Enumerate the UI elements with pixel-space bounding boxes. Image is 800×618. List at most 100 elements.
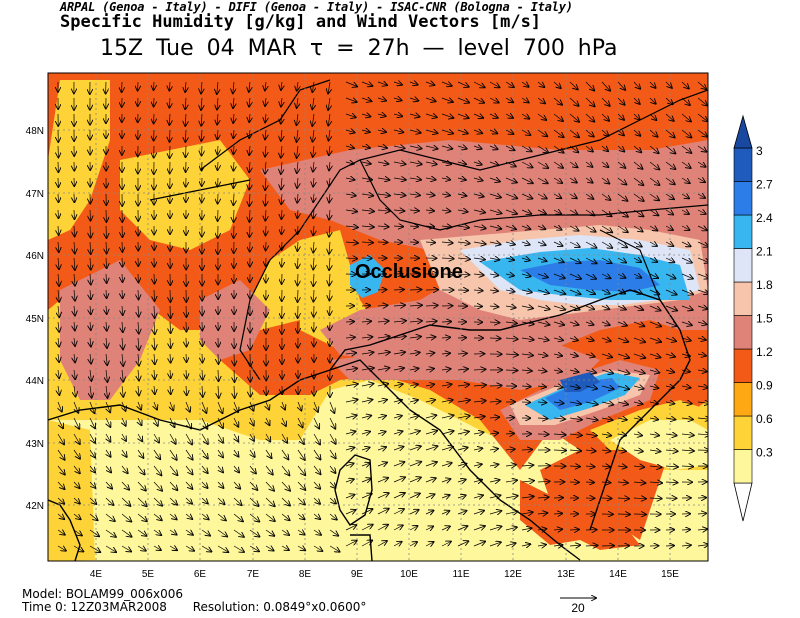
wind-vector (649, 354, 660, 357)
wind-vector (265, 449, 272, 458)
wind-vector (266, 433, 270, 442)
wind-vector (249, 497, 259, 506)
wind-vector (393, 493, 405, 499)
wind-vector (553, 258, 564, 262)
wind-vector (313, 209, 314, 218)
wind-vector (393, 130, 403, 132)
wind-vector (537, 338, 549, 340)
wind-vector (569, 306, 580, 310)
wind-vector (218, 161, 219, 170)
wind-vector (665, 177, 675, 184)
wind-vector (681, 450, 694, 451)
wind-vector (58, 241, 59, 252)
wind-vector (585, 145, 593, 152)
wind-vector (617, 161, 625, 168)
wind-vector (58, 225, 59, 235)
wind-vector (617, 225, 628, 232)
wind-vector (681, 322, 692, 325)
wind-vector (153, 433, 159, 443)
wind-vector (633, 354, 645, 358)
wind-vector (601, 354, 612, 357)
wind-vector (138, 305, 139, 317)
wind-vector (377, 368, 389, 370)
wind-vector (473, 306, 482, 307)
wind-vector (90, 385, 92, 398)
wind-vector (473, 401, 486, 402)
wind-vector (441, 322, 451, 323)
wind-vector (377, 447, 386, 450)
wind-vector (313, 497, 320, 504)
wind-vector (90, 305, 91, 314)
wind-vector (665, 402, 674, 404)
wind-vector (425, 242, 435, 243)
wind-vector (409, 146, 422, 149)
wind-vector (457, 97, 469, 103)
lon-label: 5E (142, 569, 155, 580)
wind-vector (441, 353, 450, 354)
wind-vector (186, 145, 187, 157)
wind-vector (681, 113, 691, 122)
colorbar-segment (733, 248, 753, 283)
wind-vector (601, 113, 609, 121)
wind-vector (649, 290, 659, 294)
wind-vector (281, 546, 289, 550)
wind-vector (57, 530, 65, 535)
wind-vector (553, 338, 563, 340)
wind-vector (633, 338, 645, 342)
wind-vector (697, 338, 706, 340)
wind-vector (617, 482, 628, 483)
lon-label: 11E (452, 569, 469, 580)
wind-vector (345, 98, 357, 102)
wind-vector (633, 434, 642, 436)
wind-vector (154, 321, 155, 334)
wind-vector (217, 513, 226, 520)
colorbar-tick-label: 0.3 (756, 446, 773, 460)
colorbar-tick-label: 0.6 (756, 412, 773, 426)
wind-vector (553, 513, 562, 514)
wind-vector (201, 545, 211, 552)
wind-vector (137, 529, 147, 536)
wind-vector (58, 257, 59, 269)
wind-vector (601, 402, 613, 405)
wind-vector (601, 162, 608, 167)
wind-vector (649, 338, 661, 342)
wind-vector (218, 449, 223, 457)
wind-vector (377, 525, 388, 531)
wind-vector (521, 242, 530, 245)
wind-vector (425, 321, 437, 322)
wind-vector (361, 541, 372, 547)
wind-vector (697, 257, 708, 263)
wind-vector (297, 161, 298, 173)
wind-vector (74, 289, 75, 301)
wind-vector (617, 97, 625, 105)
wind-vector (377, 194, 390, 196)
wind-vector (633, 418, 642, 420)
wind-vector (329, 241, 330, 254)
wind-vector (265, 209, 266, 221)
wind-vector (153, 497, 162, 506)
wind-vector (425, 178, 436, 180)
wind-vector (106, 225, 107, 238)
wind-vector (505, 193, 517, 198)
wind-vector (425, 114, 437, 117)
wind-vector (138, 289, 139, 299)
wind-vector (393, 98, 402, 100)
wind-vector (537, 82, 544, 87)
wind-vector (585, 450, 596, 451)
wind-vector (697, 129, 707, 137)
wind-vector (345, 368, 357, 370)
wind-vector (170, 417, 175, 427)
lat-label: 48N (26, 126, 44, 137)
wind-vector (201, 449, 208, 459)
wind-vector (58, 401, 62, 412)
wind-vector (505, 290, 514, 292)
wind-vector (361, 321, 371, 322)
wind-vector (665, 258, 674, 262)
wind-vector (697, 274, 708, 278)
wind-vector (90, 209, 91, 221)
wind-vector (57, 417, 63, 428)
wind-vector (601, 498, 612, 499)
wind-vector (697, 210, 706, 214)
wind-vector (106, 449, 111, 457)
wind-vector (74, 241, 75, 253)
